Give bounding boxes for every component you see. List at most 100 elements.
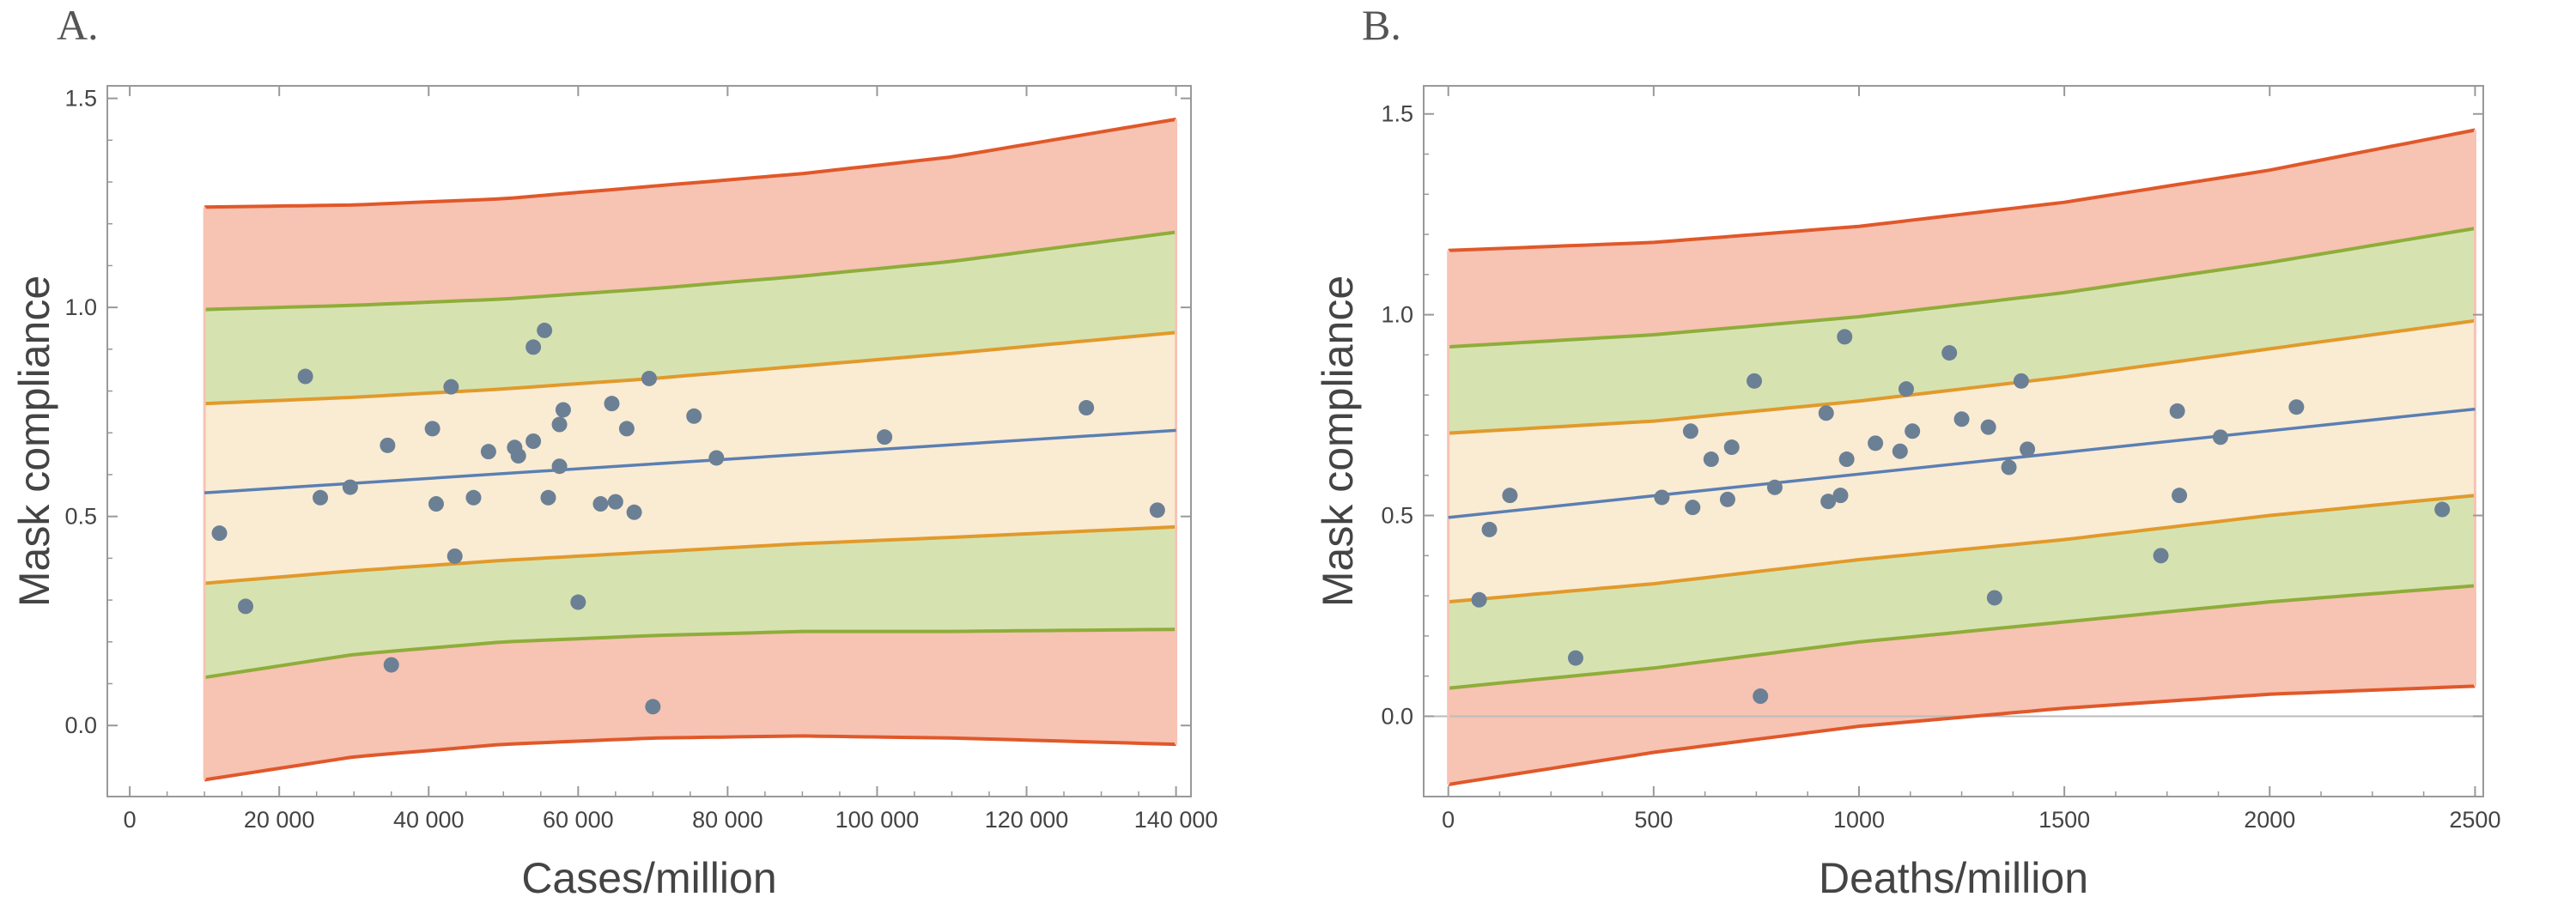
y-tick-label: 1.5 xyxy=(64,86,97,112)
y-tick-label: 0.0 xyxy=(1381,703,1413,729)
y-tick-label: 1.0 xyxy=(1381,302,1413,328)
x-axis-title: Deaths/million xyxy=(1819,854,2088,902)
x-tick-label: 100 000 xyxy=(835,807,920,833)
data-point xyxy=(2169,403,2185,419)
panel-label: A. xyxy=(57,1,99,49)
x-tick-label: 40 000 xyxy=(393,807,465,833)
x-tick-label: 500 xyxy=(1634,807,1673,833)
band-outer-lower xyxy=(1448,585,2476,785)
data-point xyxy=(1941,345,1958,361)
data-point xyxy=(1818,405,1834,421)
data-point xyxy=(537,322,553,338)
y-tick-label: 1.5 xyxy=(1381,101,1413,127)
data-point xyxy=(1703,451,1719,468)
band-line-outer-lower xyxy=(1448,684,2476,786)
band-line-middle-upper xyxy=(204,230,1176,312)
data-point xyxy=(570,594,586,610)
data-point xyxy=(1832,488,1849,504)
data-point xyxy=(1149,502,1165,518)
data-point xyxy=(604,396,620,412)
y-tick-label: 0.0 xyxy=(64,712,97,738)
data-point xyxy=(555,402,571,418)
data-point xyxy=(1980,419,1996,435)
data-point xyxy=(1868,435,1884,451)
fit-line xyxy=(1448,407,2476,519)
data-point xyxy=(1905,423,1921,439)
data-point xyxy=(297,368,313,385)
y-tick-label: 0.5 xyxy=(64,504,97,530)
data-point xyxy=(1766,479,1783,495)
data-point xyxy=(708,450,725,466)
data-point xyxy=(1078,400,1095,416)
data-point xyxy=(1471,591,1487,608)
x-tick-label: 0 xyxy=(124,807,137,833)
data-point xyxy=(540,489,556,506)
panel-b: B. 0 500 1000 1500 2000 2500 0.0 0.5 1.0 1.5 Death… xyxy=(1288,0,2576,909)
data-point xyxy=(2001,459,2017,476)
data-point xyxy=(510,448,526,464)
data-point xyxy=(238,598,254,615)
data-point xyxy=(1898,381,1914,397)
data-point xyxy=(313,489,329,506)
data-point xyxy=(1837,329,1853,345)
data-point xyxy=(480,444,496,460)
y-tick-label: 0.5 xyxy=(1381,503,1413,529)
data-point xyxy=(526,433,542,449)
data-point xyxy=(465,489,482,506)
band-outer-lower xyxy=(204,629,1176,780)
plot-frame xyxy=(1423,85,2484,797)
x-tick-label: 0 xyxy=(1442,807,1455,833)
data-point xyxy=(1892,443,1908,459)
band-line-inner-lower xyxy=(1448,494,2476,604)
data-point xyxy=(526,339,542,355)
x-tick-label: 2500 xyxy=(2449,807,2500,833)
data-point xyxy=(618,421,635,437)
x-tick-label: 120 000 xyxy=(985,807,1069,833)
data-point xyxy=(1685,500,1701,516)
chart-a: 0 20 000 40 000 60 000 80 000 100 000 120 000 1… xyxy=(10,85,1218,902)
data-point xyxy=(428,496,444,512)
data-point xyxy=(1723,439,1740,456)
data-point xyxy=(592,496,609,512)
band-line-outer-upper xyxy=(204,118,1176,209)
data-point xyxy=(2013,373,2029,389)
data-point xyxy=(380,437,396,453)
data-point xyxy=(1753,688,1769,705)
band-inner xyxy=(204,332,1176,584)
data-point xyxy=(447,548,463,564)
band-line-middle-lower xyxy=(1448,584,2476,690)
data-point xyxy=(1820,494,1837,510)
panel-a: A. 0 20 000 40 000 60 000 80 000 100 000 120 0… xyxy=(10,1,1218,902)
data-point xyxy=(551,458,568,475)
x-tick-label: 60 000 xyxy=(543,807,614,833)
fit-line xyxy=(204,428,1176,494)
x-tick-label: 20 000 xyxy=(244,807,315,833)
band-line-outer-upper xyxy=(1448,128,2476,252)
band-outer-upper xyxy=(1448,130,2476,348)
data-point xyxy=(877,429,893,445)
data-point xyxy=(607,494,623,510)
band-line-outer-lower xyxy=(204,734,1176,782)
data-point xyxy=(2434,501,2451,518)
data-point xyxy=(424,421,440,437)
data-point xyxy=(2288,399,2305,415)
data-point xyxy=(383,657,399,673)
band-middle-lower xyxy=(1448,495,2476,688)
band-line-middle-upper xyxy=(1448,227,2476,349)
x-tick-label: 1500 xyxy=(2038,807,2090,833)
data-point xyxy=(1481,521,1498,537)
data-point xyxy=(641,370,657,386)
band-middle-upper xyxy=(1448,228,2476,433)
plot-frame xyxy=(106,85,1192,797)
data-point xyxy=(1747,373,1763,389)
data-point xyxy=(1502,488,1518,504)
x-axis-title: Cases/million xyxy=(521,854,776,902)
data-point xyxy=(342,479,358,495)
band-inner xyxy=(1448,320,2476,603)
y-axis-title: Mask compliance xyxy=(1314,276,1362,607)
y-tick-label: 1.0 xyxy=(64,294,97,320)
band-line-inner-upper xyxy=(204,330,1176,406)
x-tick-label: 80 000 xyxy=(692,807,763,833)
data-point xyxy=(2172,488,2188,504)
x-tick-label: 140 000 xyxy=(1134,807,1218,833)
